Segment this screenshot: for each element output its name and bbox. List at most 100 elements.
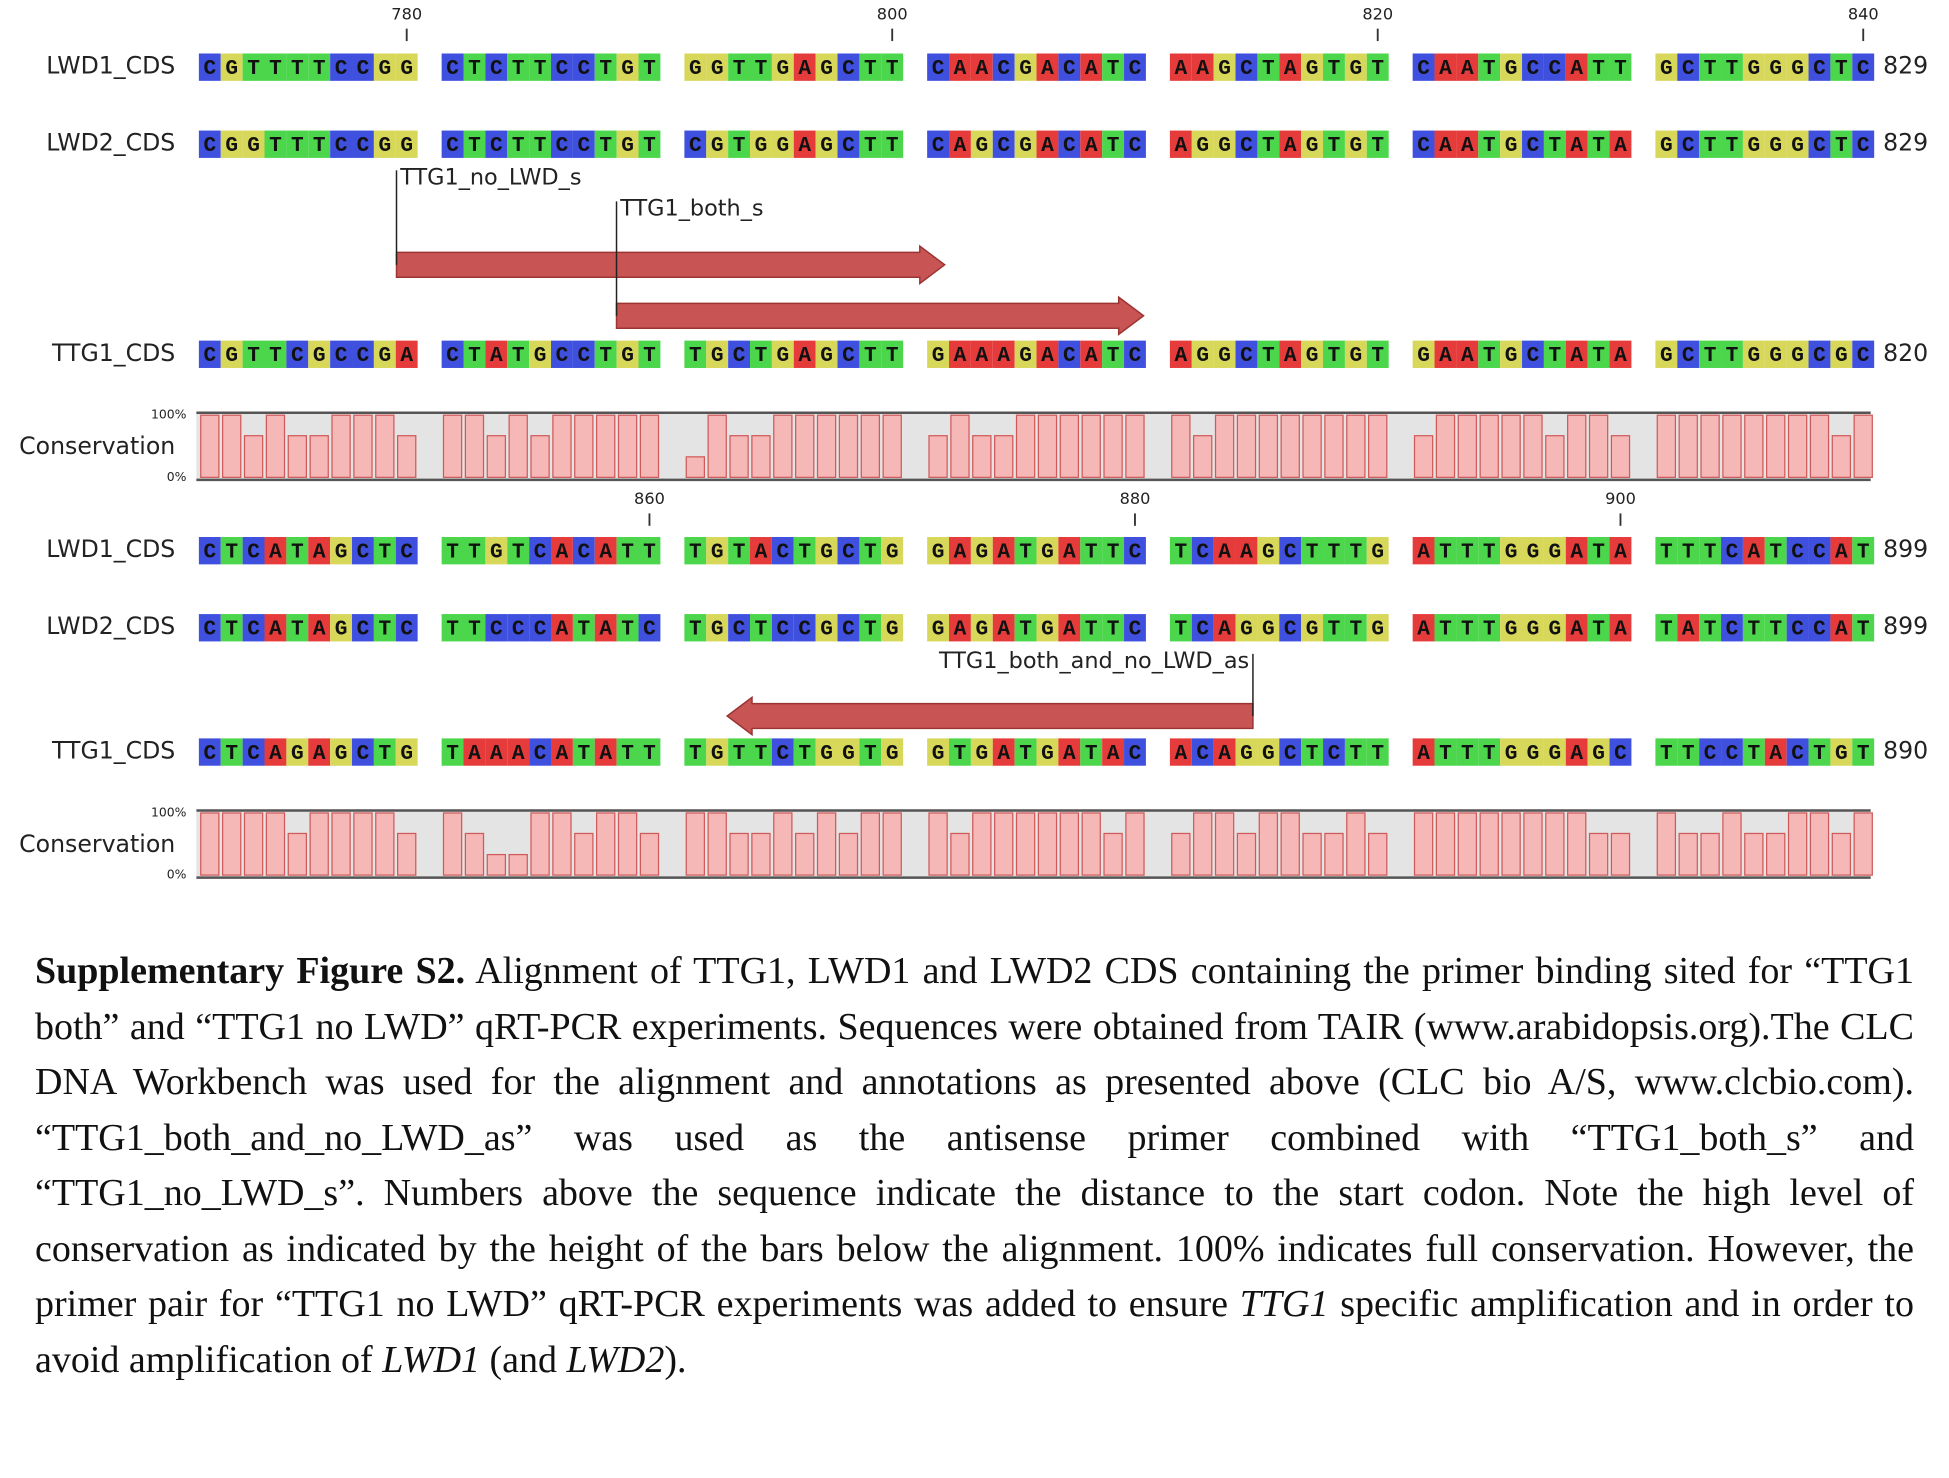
conservation-bar (574, 414, 594, 478)
conservation-bar (1501, 414, 1521, 478)
residue-cell (1808, 130, 1831, 158)
residue-cell (1677, 53, 1700, 81)
conservation-bar (596, 812, 616, 876)
residue-cell (1366, 614, 1389, 642)
conservation-bar (1125, 812, 1145, 876)
residue-cell (463, 537, 486, 565)
residue-cell (927, 130, 950, 158)
conservation-bar (685, 456, 706, 478)
residue-cell (881, 614, 904, 642)
residue-cell (308, 130, 331, 158)
residue-cell (1721, 53, 1743, 81)
residue-cell (1587, 130, 1610, 158)
conservation-bar (1457, 414, 1478, 478)
conservation-bar (464, 832, 485, 876)
residue-cell (1852, 130, 1875, 158)
residue-cell (992, 614, 1015, 642)
residue-cell (1543, 53, 1566, 81)
residue-cell (1412, 130, 1435, 158)
residue-cell (1257, 738, 1280, 766)
residue-cell (529, 130, 552, 158)
residue-cell (616, 130, 639, 158)
conservation-bar (816, 414, 837, 478)
conservation-bar (287, 435, 308, 478)
residue-cell (1808, 738, 1831, 766)
caption-text: LWD2 (566, 1338, 665, 1381)
conservation-bar (1479, 414, 1499, 478)
residue-cell (793, 130, 816, 158)
residue-cell (1522, 53, 1544, 81)
residue-cell (881, 53, 904, 81)
residue-cell (793, 53, 816, 81)
residue-cell (1830, 614, 1853, 642)
residue-cell (594, 130, 617, 158)
residue-cell (1522, 614, 1544, 642)
conservation-bar (1656, 812, 1677, 876)
residue-cell (793, 537, 816, 565)
residue-cell (1500, 537, 1523, 565)
conservation-bar (860, 812, 881, 876)
conservation-bar (1853, 414, 1873, 478)
residue-cell (308, 614, 331, 642)
conservation-tick-label: 0% (167, 469, 187, 484)
conservation-bar (1787, 812, 1808, 876)
residue-cell (286, 53, 309, 81)
residue-cell (572, 537, 595, 565)
residue-cell (507, 130, 530, 158)
residue-cell (706, 53, 729, 81)
conservation-tick-label: 100% (151, 804, 187, 819)
conservation-bar (530, 812, 550, 876)
residue-cell (1764, 537, 1787, 565)
residue-cell (264, 537, 287, 565)
residue-cell (1235, 537, 1258, 565)
residue-cell (970, 614, 993, 642)
residue-cell (1366, 53, 1389, 81)
residue-cell (441, 340, 464, 368)
residue-cell (242, 130, 265, 158)
conservation-bar (353, 414, 373, 478)
residue-cell (1279, 340, 1302, 368)
residue-cell (992, 53, 1015, 81)
residue-cell (1058, 738, 1081, 766)
residue-cell (1058, 53, 1081, 81)
conservation-bar (1171, 414, 1191, 478)
residue-cell (220, 738, 243, 766)
sequence-name: LWD1_CDS (46, 535, 175, 563)
residue-cell (551, 53, 573, 81)
conservation-bar (486, 435, 507, 478)
conservation-bar (617, 812, 638, 876)
residue-cell (1830, 130, 1853, 158)
residue-cell (1124, 53, 1146, 81)
residue-cell (1323, 738, 1345, 766)
residue-cell (1279, 738, 1302, 766)
residue-cell (1456, 614, 1479, 642)
conservation-bar (1744, 832, 1764, 876)
residue-cell (242, 340, 265, 368)
caption-text: Alignment of TTG1, LWD1 and LWD2 CDS con… (35, 950, 1914, 1325)
residue-cell (330, 738, 353, 766)
residue-cell (706, 738, 729, 766)
residue-cell (815, 130, 838, 158)
sequence-name: LWD1_CDS (46, 52, 175, 80)
residue-cell (1677, 738, 1700, 766)
residue-cell (1500, 614, 1523, 642)
residue-cell (551, 537, 573, 565)
conservation-bar (1501, 812, 1521, 876)
residue-cell (264, 340, 287, 368)
residue-cell (485, 130, 508, 158)
residue-cell (1344, 614, 1367, 642)
residue-cell (242, 614, 265, 642)
residue-cell (529, 537, 552, 565)
residue-cell (1412, 340, 1435, 368)
residue-cell (1699, 130, 1722, 158)
residue-cell (859, 130, 882, 158)
residue-cell (1587, 614, 1610, 642)
residue-cell (793, 738, 816, 766)
residue-cell (616, 340, 639, 368)
caption-text: TTG1 (1239, 1283, 1329, 1325)
residue-cell (1191, 53, 1214, 81)
residue-cell (750, 130, 772, 158)
conservation-bar (773, 812, 793, 876)
conservation-bar (751, 435, 771, 478)
residue-cell (1456, 340, 1479, 368)
